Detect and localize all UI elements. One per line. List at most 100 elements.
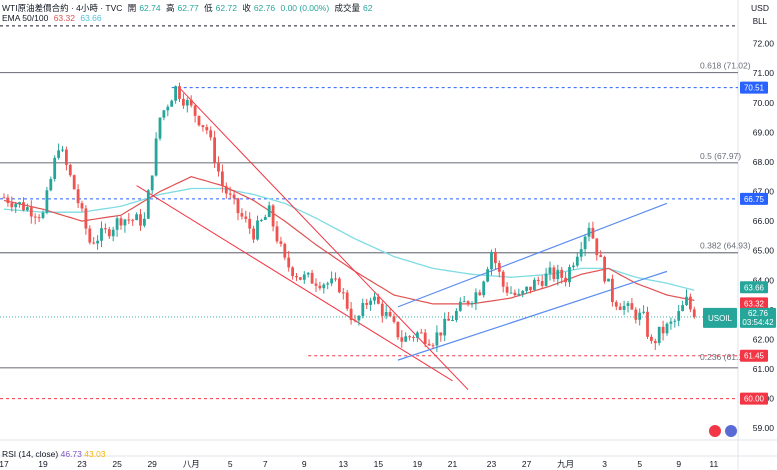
candle-body	[607, 278, 610, 282]
candle-body	[544, 273, 548, 286]
candle-body	[240, 213, 244, 217]
candle-body	[104, 228, 107, 230]
x-tick-label: 9	[676, 459, 681, 469]
candle-body	[400, 337, 404, 342]
candle-body	[505, 286, 509, 293]
candle-body	[201, 125, 205, 128]
candle-body	[267, 205, 271, 217]
candle-body	[373, 296, 376, 301]
candle-body	[29, 207, 33, 217]
candle-body	[661, 326, 665, 334]
candle-body	[154, 138, 158, 176]
candle-body	[2, 197, 6, 199]
ema-price-tag	[740, 297, 768, 310]
candle-body	[127, 219, 131, 221]
x-tick-label: 17	[0, 459, 9, 469]
currency-label[interactable]: USD	[751, 3, 769, 13]
level-price-tag	[740, 81, 768, 94]
candle-body	[244, 216, 248, 219]
symbol-tag-text: USOIL	[708, 314, 733, 323]
candle-body	[170, 100, 174, 107]
open-value: 62.74	[139, 3, 161, 13]
candle-body	[490, 251, 493, 270]
symbol-tag	[703, 307, 737, 328]
candle-body	[37, 217, 41, 219]
candle-body	[53, 157, 57, 179]
level-price-tag	[740, 349, 768, 362]
y-tick-label: 61.00	[753, 364, 775, 374]
candle-body	[396, 321, 400, 338]
close-value: 62.76	[253, 3, 276, 13]
candle-body	[513, 292, 517, 296]
candle-body	[174, 86, 177, 101]
y-tick-label: 70.00	[753, 98, 775, 108]
candle-body	[533, 279, 536, 291]
level-price-tag-text: 60.00	[744, 395, 765, 404]
level-price-tag	[740, 192, 768, 205]
candle-body	[18, 202, 21, 205]
x-tick-label: 八月	[183, 459, 200, 469]
candle-body	[361, 303, 365, 316]
candle-body	[353, 320, 357, 322]
candle-body	[646, 311, 649, 337]
candle-body	[236, 198, 240, 214]
candle-body	[466, 301, 470, 304]
candle-body	[6, 197, 10, 203]
candle-body	[392, 316, 396, 322]
candle-body	[349, 308, 353, 321]
x-tick-label: 5	[228, 459, 233, 469]
candle-body	[529, 286, 532, 291]
candle-body	[76, 189, 80, 204]
candle-body	[209, 130, 213, 138]
ema-label[interactable]: EMA 50/100	[2, 13, 49, 23]
rsi-legend: RSI (14, close) 46.73 43.03	[2, 449, 106, 459]
candle-body	[650, 336, 653, 341]
candle-body	[252, 228, 255, 240]
candle-body	[193, 105, 197, 116]
rsi-value: 46.73	[60, 449, 82, 459]
fib-level-label: 0.5 (67.97)	[700, 151, 741, 161]
candle-body	[197, 115, 201, 126]
candle-body	[380, 303, 384, 316]
candle-body	[217, 163, 220, 172]
candle-body	[474, 292, 478, 304]
candle-body	[431, 345, 435, 347]
y-tick-label: 62.00	[753, 334, 775, 344]
candle-body	[185, 99, 189, 106]
fib-level-label: 0.382 (64.93)	[700, 241, 751, 251]
candle-body	[435, 332, 439, 346]
x-tick-label: 27	[522, 459, 532, 469]
y-tick-label: 59.00	[753, 423, 775, 433]
candle-body	[377, 296, 380, 304]
rising-channel-line	[397, 202, 668, 308]
x-tick-label: 13	[339, 459, 349, 469]
candle-body	[322, 284, 326, 289]
candle-body	[634, 309, 638, 320]
candle-body	[556, 269, 560, 280]
falling-channel-line	[179, 87, 469, 391]
candle-body	[189, 99, 193, 106]
candle-body	[451, 320, 454, 322]
candle-body	[583, 236, 587, 250]
y-tick-label: 66.00	[753, 216, 775, 226]
x-tick-label: 九月	[557, 459, 574, 469]
rsi-label[interactable]: RSI (14, close)	[2, 449, 59, 459]
candle-body	[536, 279, 540, 282]
countdown-text: 03:54:42	[742, 318, 774, 327]
candle-body	[416, 332, 419, 338]
volume-value: 62	[363, 3, 373, 13]
candle-body	[630, 303, 634, 310]
candle-body	[166, 106, 170, 111]
current-price-tag	[740, 307, 776, 328]
candle-body	[221, 171, 224, 187]
candle-body	[275, 226, 279, 242]
candle-body	[162, 110, 166, 118]
candle-body	[345, 292, 349, 309]
symbol-title[interactable]: WTI原油差價合約 · 4小時 · TVC	[2, 3, 123, 13]
candle-body	[622, 305, 626, 310]
candle-body	[494, 251, 497, 264]
candle-body	[263, 216, 267, 220]
candle-body	[80, 203, 84, 209]
x-tick-label: 29	[147, 459, 157, 469]
